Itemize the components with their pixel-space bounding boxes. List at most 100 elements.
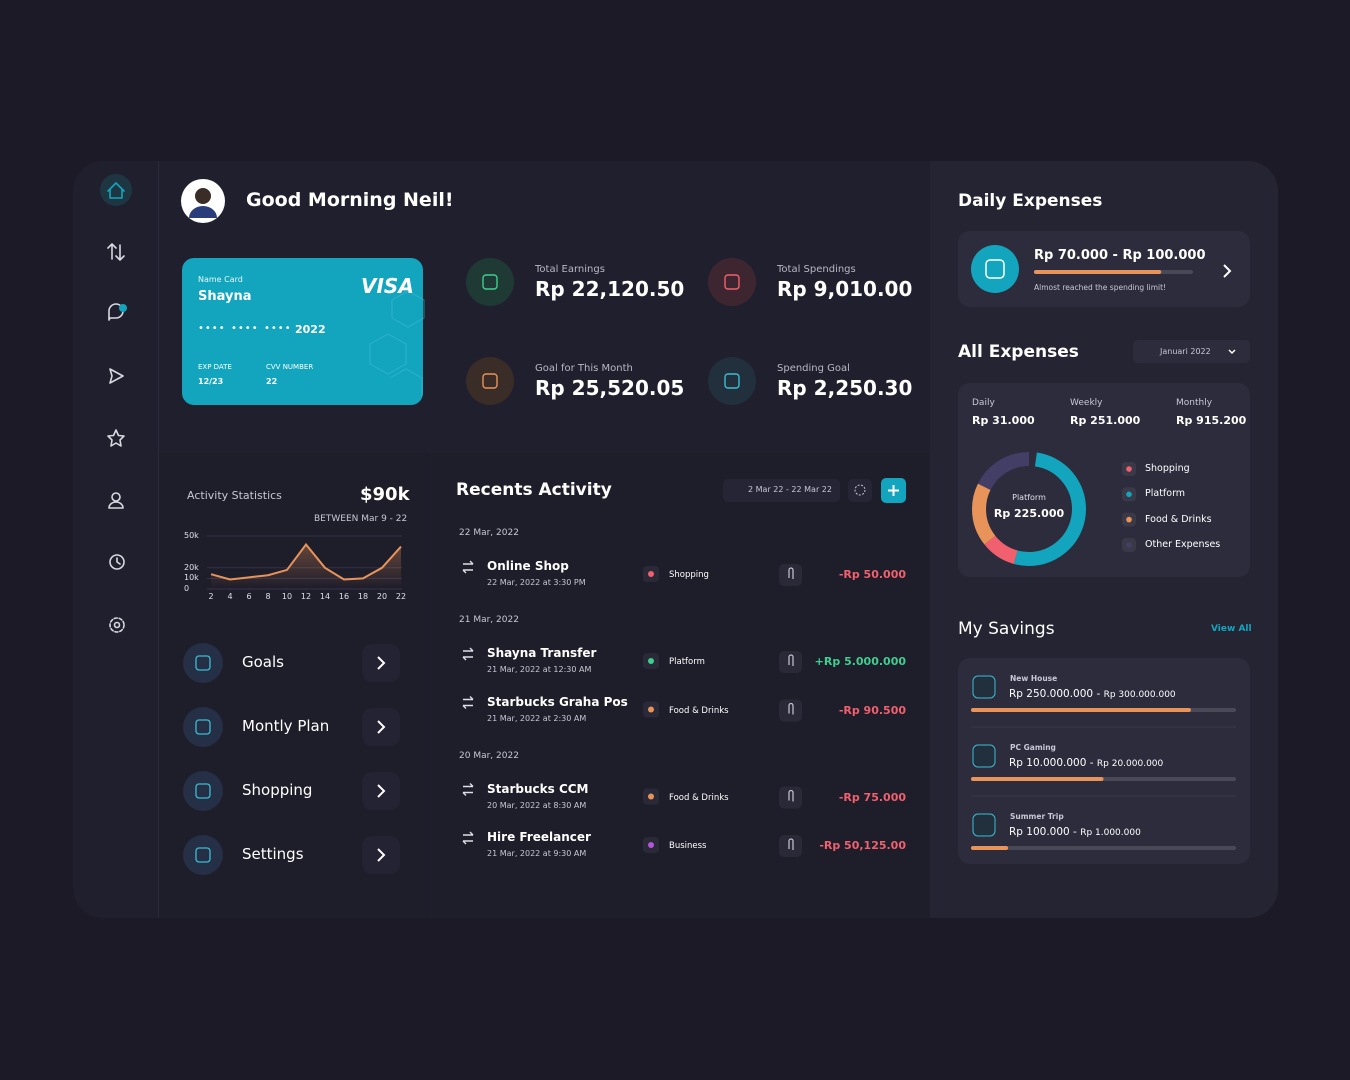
menu-label[interactable]: Shopping bbox=[242, 781, 313, 799]
stat-icon bbox=[482, 274, 498, 290]
item-time: 20 Mar, 2022 at 8:30 AM bbox=[487, 800, 587, 810]
saving-name: Summer Trip bbox=[1010, 812, 1064, 821]
item-category: Shopping bbox=[669, 570, 709, 580]
menu-chevron[interactable] bbox=[377, 720, 386, 734]
daily-icon bbox=[985, 259, 1005, 279]
menu-icon bbox=[195, 719, 211, 735]
menu-icon bbox=[195, 655, 211, 671]
user-icon[interactable] bbox=[111, 492, 121, 502]
settings-icon[interactable] bbox=[109, 617, 125, 633]
saving-target: Rp 20.000.000 bbox=[1096, 759, 1164, 769]
stat-icon-bg bbox=[466, 258, 514, 306]
settings-hub bbox=[113, 621, 121, 629]
separator: - bbox=[1069, 826, 1081, 838]
filter-btn[interactable] bbox=[848, 479, 872, 502]
menu-chevron-bg bbox=[362, 708, 400, 746]
item-name[interactable]: Starbucks CCM bbox=[487, 781, 589, 796]
history-icon[interactable] bbox=[109, 554, 125, 570]
menu-chevron[interactable] bbox=[377, 656, 386, 670]
menu-chevron[interactable] bbox=[377, 848, 386, 862]
x-tick-label: 6 bbox=[246, 592, 252, 601]
menu-icon bbox=[195, 847, 211, 863]
card-hexagons bbox=[369, 290, 425, 396]
group-date: 20 Mar, 2022 bbox=[459, 750, 519, 761]
user-body bbox=[108, 501, 124, 509]
daily-title: Daily Expenses bbox=[958, 191, 1103, 211]
stat-icon bbox=[482, 373, 498, 389]
card-label: Name Card bbox=[198, 275, 243, 284]
avatar-head bbox=[195, 188, 211, 204]
saving-current: Rp 250.000.000 bbox=[1009, 688, 1094, 700]
attach-btn[interactable] bbox=[779, 699, 802, 722]
separator: - bbox=[1093, 688, 1104, 700]
item-name[interactable]: Starbucks Graha Pos bbox=[487, 694, 628, 709]
item-time: 21 Mar, 2022 at 2:30 AM bbox=[487, 713, 587, 723]
saving-target: Rp 300.000.000 bbox=[1103, 690, 1176, 700]
item-category: Platform bbox=[669, 657, 705, 667]
avatar-body bbox=[189, 206, 217, 218]
x-tick-label: 16 bbox=[338, 592, 350, 601]
item-name[interactable]: Hire Freelancer bbox=[487, 830, 591, 844]
daily-chevron[interactable] bbox=[1223, 264, 1232, 278]
item-amount: -Rp 90.500 bbox=[838, 703, 906, 717]
menu-chevron-bg bbox=[362, 772, 400, 810]
month-select[interactable] bbox=[1133, 340, 1250, 363]
item-amount: +Rp 5.000.000 bbox=[814, 655, 906, 668]
legend-label: Food & Drinks bbox=[1145, 513, 1212, 525]
saving-icon bbox=[972, 675, 996, 699]
menu-label[interactable]: Montly Plan bbox=[242, 717, 330, 735]
date-range[interactable]: 2 Mar 22 - 22 Mar 22 bbox=[748, 485, 832, 494]
attach-btn[interactable] bbox=[779, 651, 802, 673]
saving-target: Rp 1.000.000 bbox=[1080, 828, 1141, 838]
stat-value: Rp 22,120.50 bbox=[535, 277, 685, 301]
x-tick-label: 20 bbox=[376, 592, 388, 601]
item-name[interactable]: Shayna Transfer bbox=[487, 646, 597, 660]
card-cvv: 22 bbox=[266, 377, 278, 386]
stat-label: Total Earnings bbox=[535, 264, 605, 275]
item-name[interactable]: Online Shop bbox=[487, 559, 569, 573]
category-dot bbox=[648, 842, 654, 848]
legend-dot bbox=[1126, 491, 1132, 498]
filter-icon bbox=[854, 484, 866, 496]
card-exp: 12/23 bbox=[198, 377, 224, 386]
category-dot bbox=[648, 793, 654, 800]
menu-label[interactable]: Settings bbox=[242, 845, 304, 863]
period-value: Rp 251.000 bbox=[1070, 414, 1141, 427]
home-icon[interactable] bbox=[107, 182, 125, 199]
card-number-end: 2022 bbox=[295, 323, 326, 336]
donut-segment bbox=[972, 452, 1086, 566]
y-tick-label: 10k bbox=[184, 573, 199, 583]
star-icon[interactable] bbox=[107, 429, 125, 447]
attach-btn[interactable] bbox=[779, 564, 802, 586]
expenses-card bbox=[958, 383, 1250, 577]
item-category: Food & Drinks bbox=[669, 792, 729, 803]
send-icon[interactable] bbox=[109, 368, 124, 384]
menu-label[interactable]: Goals bbox=[242, 653, 284, 671]
attach-btn[interactable] bbox=[779, 786, 802, 809]
menu-chevron[interactable] bbox=[377, 784, 386, 798]
savings-link[interactable]: View All bbox=[1211, 624, 1252, 634]
card-name: Shayna bbox=[198, 289, 252, 304]
visa-card bbox=[182, 258, 423, 405]
x-tick-label: 2 bbox=[208, 592, 214, 601]
saving-bar bbox=[971, 708, 1191, 712]
donut-segment bbox=[972, 452, 1086, 566]
attach-btn[interactable] bbox=[779, 835, 802, 857]
saving-current: Rp 100.000 bbox=[1009, 826, 1070, 838]
daily-bar bbox=[1034, 270, 1162, 274]
transfer-icon[interactable] bbox=[107, 243, 125, 261]
history-hands bbox=[116, 557, 121, 565]
daily-range: Rp 70.000 - Rp 100.000 bbox=[1034, 248, 1206, 263]
menu-icon-bg bbox=[183, 643, 223, 683]
recent-title: Recents Activity bbox=[456, 480, 612, 500]
month-caret bbox=[1228, 349, 1236, 355]
legend-dot bbox=[1126, 542, 1132, 548]
donut-segment bbox=[972, 452, 1086, 566]
donut-center-label: Platform bbox=[1012, 493, 1046, 502]
attach-icon bbox=[788, 702, 794, 715]
category-dot bbox=[648, 571, 654, 577]
activity-subtitle: BETWEEN Mar 9 - 22 bbox=[314, 514, 408, 524]
month[interactable]: Januari 2022 bbox=[1160, 347, 1211, 356]
menu-icon bbox=[195, 783, 211, 799]
